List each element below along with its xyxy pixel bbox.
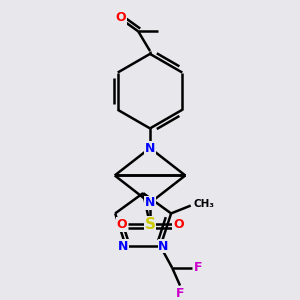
Text: N: N	[118, 240, 128, 253]
Text: O: O	[173, 218, 184, 231]
Text: S: S	[145, 217, 155, 232]
Text: F: F	[176, 287, 184, 300]
Text: O: O	[116, 218, 127, 231]
Text: N: N	[158, 240, 169, 253]
Text: CH₃: CH₃	[194, 199, 215, 208]
Text: O: O	[115, 11, 126, 24]
Text: N: N	[145, 142, 155, 154]
Text: F: F	[194, 261, 202, 274]
Text: N: N	[145, 196, 155, 209]
